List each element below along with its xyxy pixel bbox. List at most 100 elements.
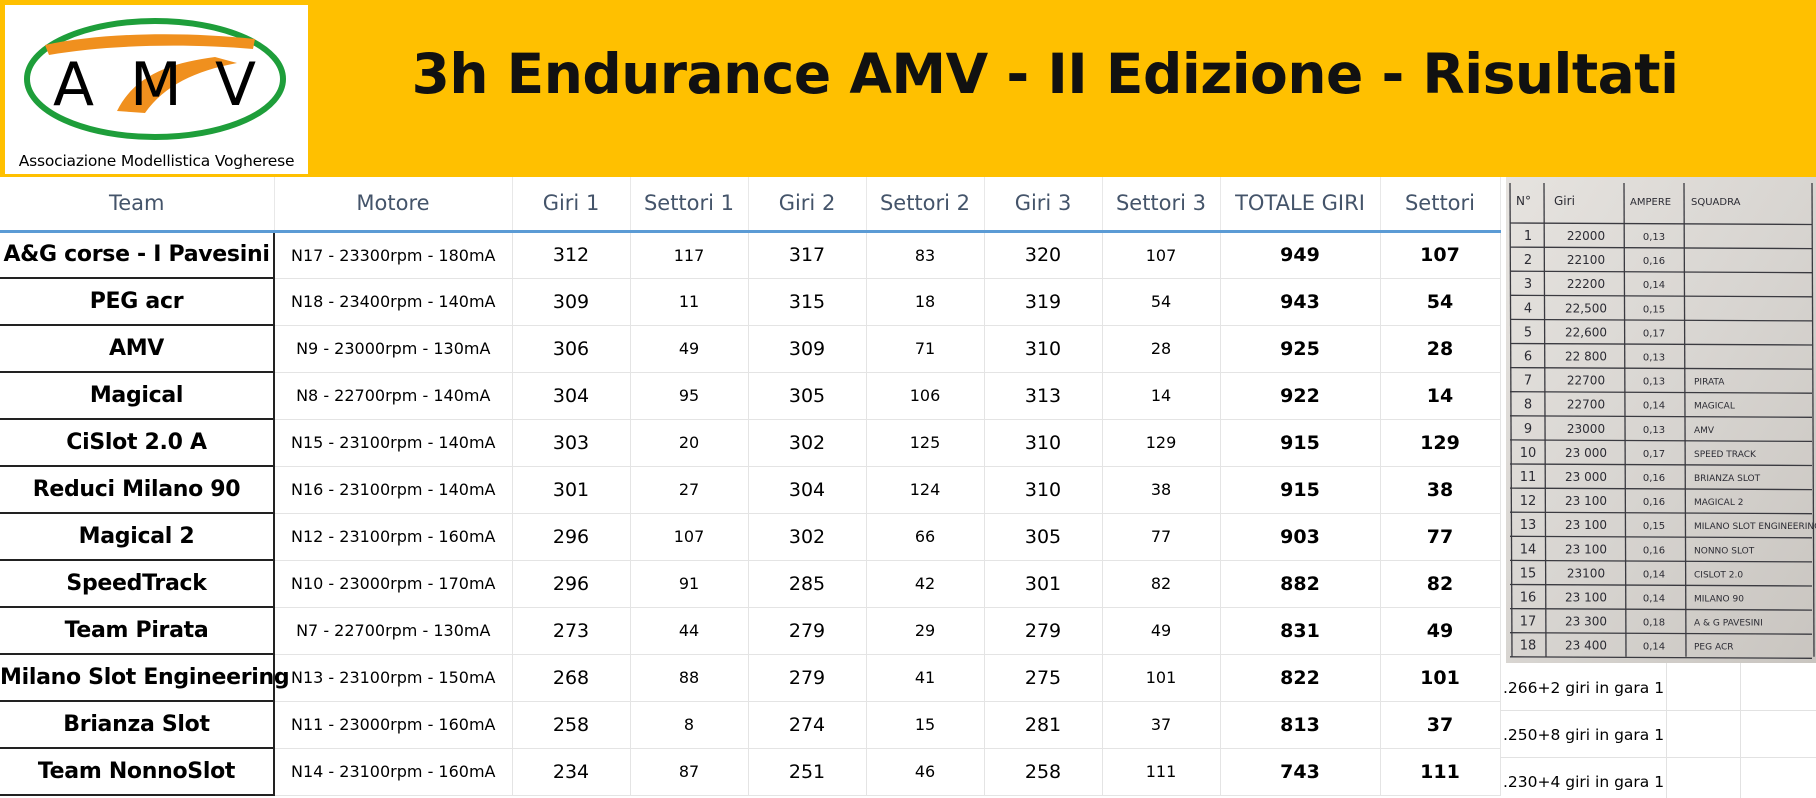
table-row: SpeedTrack N10 - 23000rpm - 170mA 296 91 285… xyxy=(0,560,1501,608)
motore-cell: N18 - 23400rpm - 140mA xyxy=(274,278,513,326)
sheet-row-squadra: PIRATA xyxy=(1694,378,1725,388)
giri-1-cell: 268 xyxy=(512,654,631,702)
giri-1-cell: 312 xyxy=(512,231,631,279)
sheet-grid xyxy=(1509,182,1815,659)
settori-cell: 111 xyxy=(1380,748,1501,796)
table-row: AMV N9 - 23000rpm - 130mA 306 49 309 71 310 28 9… xyxy=(0,325,1501,373)
table-row: Team NonnoSlot N14 - 23100rpm - 160mA 234 8… xyxy=(0,748,1501,796)
sheet-row-ampere: 0,13 xyxy=(1643,353,1665,364)
giri-1-cell: 301 xyxy=(512,466,631,514)
sheet-row-ampere: 0,13 xyxy=(1643,232,1665,243)
settori-3-cell: 107 xyxy=(1102,231,1221,279)
giri-1-cell: 296 xyxy=(512,513,631,561)
logo-letter-m: M xyxy=(130,50,182,120)
logo-letter-a: A xyxy=(53,50,94,120)
header-banner: A M V Associazione Modellistica Vogheres… xyxy=(0,0,1816,177)
settori-cell: 38 xyxy=(1380,466,1501,514)
settori-1-cell: 107 xyxy=(630,513,749,561)
motore-cell: N11 - 23000rpm - 160mA xyxy=(274,701,513,749)
sheet-row-squadra: A & G PAVESINI xyxy=(1694,619,1763,629)
sheet-row-giri: 22200 xyxy=(1567,277,1605,291)
sheet-row-number: 4 xyxy=(1524,301,1532,316)
sheet-row-ampere: 0,16 xyxy=(1643,256,1665,267)
sheet-row-number: 15 xyxy=(1520,566,1537,581)
motore-cell: N8 - 22700rpm - 140mA xyxy=(274,372,513,420)
settori-3-cell: 37 xyxy=(1102,701,1221,749)
team-cell: Brianza Slot xyxy=(0,701,275,749)
note-row-10: .266+2 giri in gara 1 xyxy=(1503,679,1665,697)
table-row: Magical 2 N12 - 23100rpm - 160mA 296 107 302… xyxy=(0,513,1501,561)
sheet-row-ampere: 0,16 xyxy=(1643,497,1665,508)
giri-3-cell: 258 xyxy=(984,748,1103,796)
giri-2-cell: 309 xyxy=(748,325,867,373)
totale-giri-cell: 831 xyxy=(1220,607,1381,655)
totale-giri-cell: 915 xyxy=(1220,419,1381,467)
sheet-row-number: 14 xyxy=(1520,542,1537,557)
giri-2-cell: 305 xyxy=(748,372,867,420)
sheet-row-giri: 23 000 xyxy=(1565,446,1607,460)
giri-2-cell: 274 xyxy=(748,701,867,749)
motore-cell: N15 - 23100rpm - 140mA xyxy=(274,419,513,467)
settori-cell: 101 xyxy=(1380,654,1501,702)
column-header-settori-3: Settori 3 xyxy=(1102,177,1221,233)
settori-3-cell: 49 xyxy=(1102,607,1221,655)
sheet-row-squadra: SPEED TRACK xyxy=(1694,450,1757,460)
totale-giri-cell: 949 xyxy=(1220,231,1381,279)
settori-2-cell: 42 xyxy=(866,560,985,608)
totale-giri-cell: 943 xyxy=(1220,278,1381,326)
settori-3-cell: 28 xyxy=(1102,325,1221,373)
giri-1-cell: 258 xyxy=(512,701,631,749)
sheet-row-giri: 22000 xyxy=(1567,229,1605,243)
column-header-settori-1: Settori 1 xyxy=(630,177,749,233)
sheet-row-giri: 22,600 xyxy=(1565,325,1607,339)
giri-2-cell: 302 xyxy=(748,419,867,467)
sheet-header: Giri xyxy=(1554,194,1575,208)
giri-2-cell: 317 xyxy=(748,231,867,279)
right-grid xyxy=(1500,663,1816,798)
table-row: Team Pirata N7 - 22700rpm - 130mA 273 44 279… xyxy=(0,607,1501,655)
sheet-row-squadra: NONNO SLOT xyxy=(1694,546,1755,556)
logo-swoosh xyxy=(117,57,237,113)
settori-cell: 82 xyxy=(1380,560,1501,608)
logo-ellipse xyxy=(24,18,286,140)
settori-3-cell: 82 xyxy=(1102,560,1221,608)
settori-cell: 14 xyxy=(1380,372,1501,420)
motore-cell: N12 - 23100rpm - 160mA xyxy=(274,513,513,561)
sheet-row-ampere: 0,13 xyxy=(1643,377,1665,388)
sheet-row-number: 1 xyxy=(1524,229,1532,244)
sheet-row-squadra: BRIANZA SLOT xyxy=(1694,474,1761,484)
sheet-row-giri: 23100 xyxy=(1567,566,1605,580)
sheet-row-number: 5 xyxy=(1524,325,1532,340)
settori-cell: 129 xyxy=(1380,419,1501,467)
giri-1-cell: 309 xyxy=(512,278,631,326)
settori-3-cell: 111 xyxy=(1102,748,1221,796)
settori-3-cell: 38 xyxy=(1102,466,1221,514)
team-cell: Team Pirata xyxy=(0,607,275,655)
sheet-row-number: 18 xyxy=(1520,639,1537,654)
team-cell: Milano Slot Engineering xyxy=(0,654,290,702)
settori-1-cell: 88 xyxy=(630,654,749,702)
settori-cell: 37 xyxy=(1380,701,1501,749)
totale-giri-cell: 903 xyxy=(1220,513,1381,561)
settori-cell: 54 xyxy=(1380,278,1501,326)
settori-1-cell: 117 xyxy=(630,231,749,279)
table-row: Brianza Slot N11 - 23000rpm - 160mA 258 8 27… xyxy=(0,701,1501,749)
motore-cell: N7 - 22700rpm - 130mA xyxy=(274,607,513,655)
sheet-row-ampere: 0,14 xyxy=(1643,401,1665,412)
sheet-row-number: 10 xyxy=(1520,446,1537,461)
settori-3-cell: 101 xyxy=(1102,654,1221,702)
settori-1-cell: 20 xyxy=(630,419,749,467)
results-body: A&G corse - I Pavesini N17 - 23300rpm - 1… xyxy=(0,231,1501,796)
sheet-row-number: 16 xyxy=(1520,591,1537,606)
team-cell: Magical xyxy=(0,372,275,420)
sheet-row-ampere: 0,16 xyxy=(1643,473,1665,484)
handwritten-sheet-photo: N° Giri AMPERE SQUADRA 1 22000 0,13 2 22100 0,16 3… xyxy=(1506,177,1816,663)
settori-2-cell: 29 xyxy=(866,607,985,655)
giri-3-cell: 305 xyxy=(984,513,1103,561)
sheet-row-number: 2 xyxy=(1524,253,1532,268)
motore-cell: N9 - 23000rpm - 130mA xyxy=(274,325,513,373)
giri-2-cell: 279 xyxy=(748,607,867,655)
giri-3-cell: 301 xyxy=(984,560,1103,608)
giri-3-cell: 313 xyxy=(984,372,1103,420)
settori-cell: 77 xyxy=(1380,513,1501,561)
